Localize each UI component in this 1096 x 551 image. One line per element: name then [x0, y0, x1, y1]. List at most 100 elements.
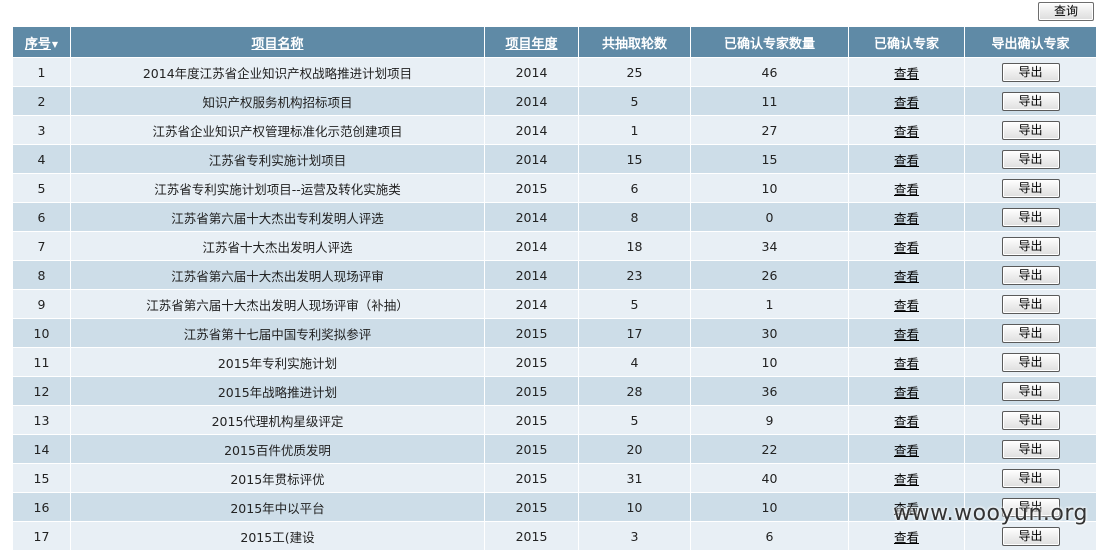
cell-project-year: 2014: [485, 261, 579, 290]
cell-project-year: 2015: [485, 493, 579, 522]
cell-project-name: 江苏省第六届十大杰出专利发明人评选: [71, 203, 485, 232]
view-link[interactable]: 查看: [894, 414, 919, 429]
header-confirmed-count: 已确认专家数量: [691, 27, 849, 58]
cell-export: 导出: [965, 435, 1096, 464]
cell-confirmed-count: 0: [691, 203, 849, 232]
cell-project-year: 2015: [485, 464, 579, 493]
view-link[interactable]: 查看: [894, 298, 919, 313]
cell-confirmed-count: 6: [691, 522, 849, 551]
export-button[interactable]: 导出: [1002, 295, 1060, 314]
cell-confirmed-count: 34: [691, 232, 849, 261]
view-link[interactable]: 查看: [894, 124, 919, 139]
cell-view: 查看: [849, 116, 965, 145]
cell-confirmed-count: 10: [691, 493, 849, 522]
cell-serial: 4: [13, 145, 71, 174]
header-project-name[interactable]: 项目名称: [71, 27, 485, 58]
cell-view: 查看: [849, 203, 965, 232]
cell-confirmed-count: 26: [691, 261, 849, 290]
export-button[interactable]: 导出: [1002, 63, 1060, 82]
cell-rounds: 5: [579, 406, 691, 435]
header-export: 导出确认专家: [965, 27, 1096, 58]
view-link[interactable]: 查看: [894, 153, 919, 168]
table-header-row: 序号▼ 项目名称 项目年度 共抽取轮数 已确认专家数量 已确认专家 导出确认专家: [13, 27, 1096, 58]
view-link[interactable]: 查看: [894, 472, 919, 487]
export-button[interactable]: 导出: [1002, 411, 1060, 430]
cell-project-year: 2014: [485, 203, 579, 232]
view-link[interactable]: 查看: [894, 240, 919, 255]
cell-project-name: 2015百件优质发明: [71, 435, 485, 464]
view-link[interactable]: 查看: [894, 182, 919, 197]
cell-serial: 5: [13, 174, 71, 203]
cell-confirmed-count: 40: [691, 464, 849, 493]
export-button[interactable]: 导出: [1002, 324, 1060, 343]
cell-rounds: 18: [579, 232, 691, 261]
view-link[interactable]: 查看: [894, 356, 919, 371]
export-button[interactable]: 导出: [1002, 179, 1060, 198]
query-button[interactable]: 查询: [1038, 2, 1094, 21]
export-button[interactable]: 导出: [1002, 527, 1060, 546]
export-button[interactable]: 导出: [1002, 150, 1060, 169]
cell-export: 导出: [965, 174, 1096, 203]
cell-serial: 17: [13, 522, 71, 551]
cell-export: 导出: [965, 87, 1096, 116]
cell-project-year: 2014: [485, 58, 579, 87]
view-link[interactable]: 查看: [894, 269, 919, 284]
cell-view: 查看: [849, 464, 965, 493]
cell-project-name: 江苏省第六届十大杰出发明人现场评审: [71, 261, 485, 290]
view-link[interactable]: 查看: [894, 211, 919, 226]
cell-serial: 7: [13, 232, 71, 261]
export-button[interactable]: 导出: [1002, 440, 1060, 459]
cell-project-year: 2015: [485, 435, 579, 464]
cell-project-year: 2014: [485, 145, 579, 174]
cell-view: 查看: [849, 87, 965, 116]
cell-project-name: 2015年中以平台: [71, 493, 485, 522]
view-link[interactable]: 查看: [894, 443, 919, 458]
header-project-year[interactable]: 项目年度: [485, 27, 579, 58]
view-link[interactable]: 查看: [894, 327, 919, 342]
export-button[interactable]: 导出: [1002, 121, 1060, 140]
cell-project-name: 2015年战略推进计划: [71, 377, 485, 406]
export-button[interactable]: 导出: [1002, 469, 1060, 488]
sort-down-icon[interactable]: ▼: [52, 40, 58, 49]
cell-serial: 14: [13, 435, 71, 464]
cell-project-name: 江苏省十大杰出发明人评选: [71, 232, 485, 261]
export-button[interactable]: 导出: [1002, 208, 1060, 227]
cell-serial: 12: [13, 377, 71, 406]
cell-view: 查看: [849, 232, 965, 261]
view-link[interactable]: 查看: [894, 95, 919, 110]
cell-project-year: 2015: [485, 406, 579, 435]
cell-view: 查看: [849, 261, 965, 290]
cell-export: 导出: [965, 116, 1096, 145]
cell-project-year: 2014: [485, 232, 579, 261]
export-button[interactable]: 导出: [1002, 92, 1060, 111]
export-button[interactable]: 导出: [1002, 353, 1060, 372]
cell-serial: 3: [13, 116, 71, 145]
cell-confirmed-count: 10: [691, 348, 849, 377]
cell-export: 导出: [965, 406, 1096, 435]
cell-confirmed-count: 1: [691, 290, 849, 319]
export-button[interactable]: 导出: [1002, 237, 1060, 256]
header-serial[interactable]: 序号▼: [13, 27, 71, 58]
cell-view: 查看: [849, 290, 965, 319]
cell-export: 导出: [965, 145, 1096, 174]
cell-confirmed-count: 9: [691, 406, 849, 435]
cell-rounds: 31: [579, 464, 691, 493]
cell-project-name: 江苏省专利实施计划项目: [71, 145, 485, 174]
cell-confirmed-count: 15: [691, 145, 849, 174]
cell-serial: 11: [13, 348, 71, 377]
cell-confirmed-count: 46: [691, 58, 849, 87]
export-button[interactable]: 导出: [1002, 382, 1060, 401]
expert-project-table: 序号▼ 项目名称 项目年度 共抽取轮数 已确认专家数量 已确认专家 导出确认专家…: [12, 26, 1096, 551]
cell-serial: 6: [13, 203, 71, 232]
export-button[interactable]: 导出: [1002, 266, 1060, 285]
view-link[interactable]: 查看: [894, 66, 919, 81]
view-link[interactable]: 查看: [894, 385, 919, 400]
cell-project-year: 2014: [485, 87, 579, 116]
cell-view: 查看: [849, 406, 965, 435]
watermark: www.wooyun.org: [893, 501, 1088, 526]
cell-serial: 15: [13, 464, 71, 493]
cell-project-year: 2015: [485, 174, 579, 203]
